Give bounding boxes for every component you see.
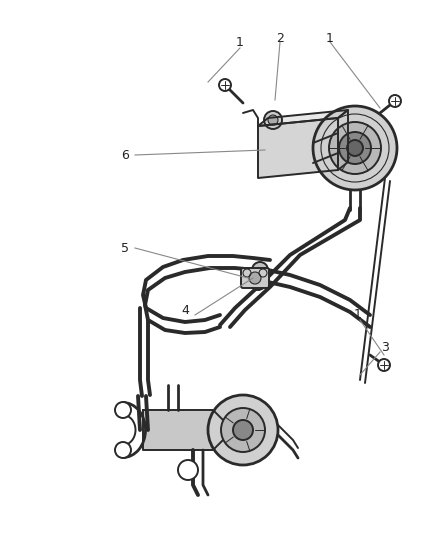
Text: 2: 2 bbox=[276, 31, 283, 44]
Text: 3: 3 bbox=[380, 342, 388, 354]
Circle shape bbox=[338, 132, 370, 164]
Circle shape bbox=[267, 115, 277, 125]
Circle shape bbox=[263, 111, 281, 129]
Circle shape bbox=[115, 442, 131, 458]
FancyBboxPatch shape bbox=[240, 268, 268, 288]
Circle shape bbox=[377, 359, 389, 371]
Circle shape bbox=[251, 262, 267, 278]
Polygon shape bbox=[143, 410, 223, 450]
Circle shape bbox=[219, 79, 230, 91]
Circle shape bbox=[328, 122, 380, 174]
Text: 1: 1 bbox=[353, 309, 361, 321]
Circle shape bbox=[388, 95, 400, 107]
Polygon shape bbox=[258, 110, 347, 126]
Circle shape bbox=[115, 402, 131, 418]
Text: 5: 5 bbox=[121, 241, 129, 254]
Circle shape bbox=[233, 420, 252, 440]
Circle shape bbox=[248, 272, 261, 284]
Circle shape bbox=[346, 140, 362, 156]
Circle shape bbox=[220, 408, 265, 452]
Polygon shape bbox=[258, 118, 337, 178]
Circle shape bbox=[249, 274, 265, 290]
Circle shape bbox=[177, 460, 198, 480]
Text: 4: 4 bbox=[180, 303, 188, 317]
Text: 6: 6 bbox=[121, 149, 129, 161]
Text: 1: 1 bbox=[236, 36, 244, 49]
Circle shape bbox=[208, 395, 277, 465]
Circle shape bbox=[312, 106, 396, 190]
Text: 1: 1 bbox=[325, 31, 333, 44]
Polygon shape bbox=[337, 110, 347, 170]
